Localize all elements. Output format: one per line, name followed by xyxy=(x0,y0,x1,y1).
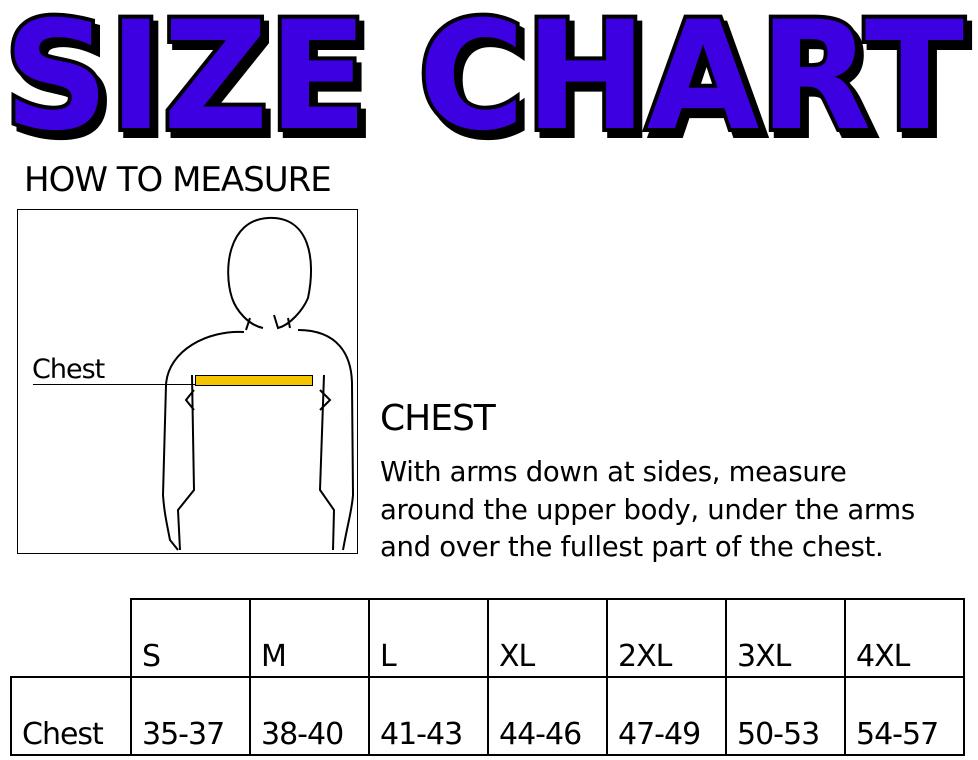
measure-illustration xyxy=(17,209,358,554)
chest-value: 38-40 xyxy=(249,676,370,756)
description-line: With arms down at sides, measure xyxy=(380,456,847,488)
chest-description: With arms down at sides, measure around … xyxy=(380,454,978,567)
row-label: Chest xyxy=(10,676,132,756)
size-header: S xyxy=(130,598,251,678)
chest-value: 35-37 xyxy=(130,676,251,756)
size-table: S M L XL 2XL 3XL 4XL Chest 35-37 38-40 4… xyxy=(10,598,965,756)
description-line: and over the fullest part of the chest. xyxy=(380,531,884,563)
size-header: 3XL xyxy=(725,598,846,678)
size-header: 4XL xyxy=(844,598,965,678)
size-header: XL xyxy=(487,598,608,678)
body-outline-icon xyxy=(161,216,355,551)
chest-value: 47-49 xyxy=(606,676,727,756)
title-text: SIZE CHART xyxy=(4,0,964,150)
chest-row: Chest 35-37 38-40 41-43 44-46 47-49 50-5… xyxy=(10,676,965,756)
chest-value: 54-57 xyxy=(844,676,965,756)
size-chart-title: SIZE CHART xyxy=(0,0,968,150)
chest-heading: CHEST xyxy=(380,398,496,439)
size-header: L xyxy=(368,598,489,678)
size-header-row: S M L XL 2XL 3XL 4XL xyxy=(11,598,965,678)
chest-value: 41-43 xyxy=(368,676,489,756)
chest-pointer-line xyxy=(33,384,195,385)
description-line: around the upper body, under the arms xyxy=(380,493,915,526)
how-to-measure-heading: HOW TO MEASURE xyxy=(24,160,332,200)
size-header: M xyxy=(249,598,370,678)
chest-value: 44-46 xyxy=(487,676,608,756)
figure-chest-label: Chest xyxy=(32,354,105,385)
empty-corner-cell xyxy=(11,599,131,678)
chest-value: 50-53 xyxy=(725,676,846,756)
measuring-tape xyxy=(195,375,313,386)
size-header: 2XL xyxy=(606,598,727,678)
